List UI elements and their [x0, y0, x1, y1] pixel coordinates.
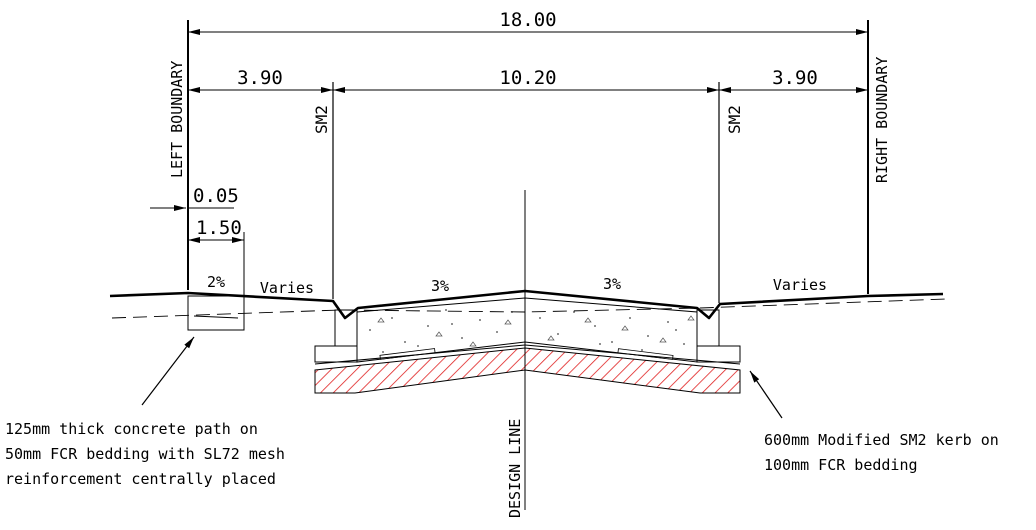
layer-line: [524, 344, 741, 365]
dim-path-width: 1.50: [196, 217, 242, 239]
dim-total: 18.00: [499, 9, 556, 31]
dim-path-offset: 0.05: [193, 185, 239, 207]
kerb-right: [696, 309, 741, 363]
path-note-line-1: 125mm thick concrete path on: [5, 420, 258, 438]
dim-left-verge: 3.90: [237, 67, 283, 89]
dim-right-verge: 3.90: [772, 67, 818, 89]
slope-left-verge: Varies: [260, 279, 314, 297]
slope-right-lane: 3%: [603, 275, 621, 293]
kerb-left-label: SM2: [312, 105, 331, 134]
slope-right-verge: Varies: [773, 276, 827, 294]
kerb-note-line-1: 600mm Modified SM2 kerb on: [764, 431, 999, 449]
design-line-label: DESIGN LINE: [506, 419, 524, 518]
subgrade-layer: [314, 347, 741, 394]
kerb-note-leader: [749, 370, 783, 419]
path-note-leader: [141, 336, 195, 406]
kerb-right-label: SM2: [725, 105, 744, 134]
kerb-note-line-2: 100mm FCR bedding: [764, 456, 918, 474]
slope-path: 2%: [207, 273, 225, 291]
kerb-left: [314, 309, 358, 363]
slope-left-lane: 3%: [431, 277, 449, 295]
concrete-path: [187, 295, 245, 331]
path-note-line-3: reinforcement centrally placed: [5, 470, 276, 488]
base-speckle: [369, 309, 695, 353]
left-boundary-label: LEFT BOUNDARY: [168, 61, 186, 178]
path-note-line-2: 50mm FCR bedding with SL72 mesh: [5, 445, 285, 463]
dim-carriageway: 10.20: [499, 67, 556, 89]
right-boundary-label: RIGHT BOUNDARY: [873, 57, 891, 183]
existing-ground-line: [111, 298, 946, 319]
layer-line: [314, 344, 526, 365]
